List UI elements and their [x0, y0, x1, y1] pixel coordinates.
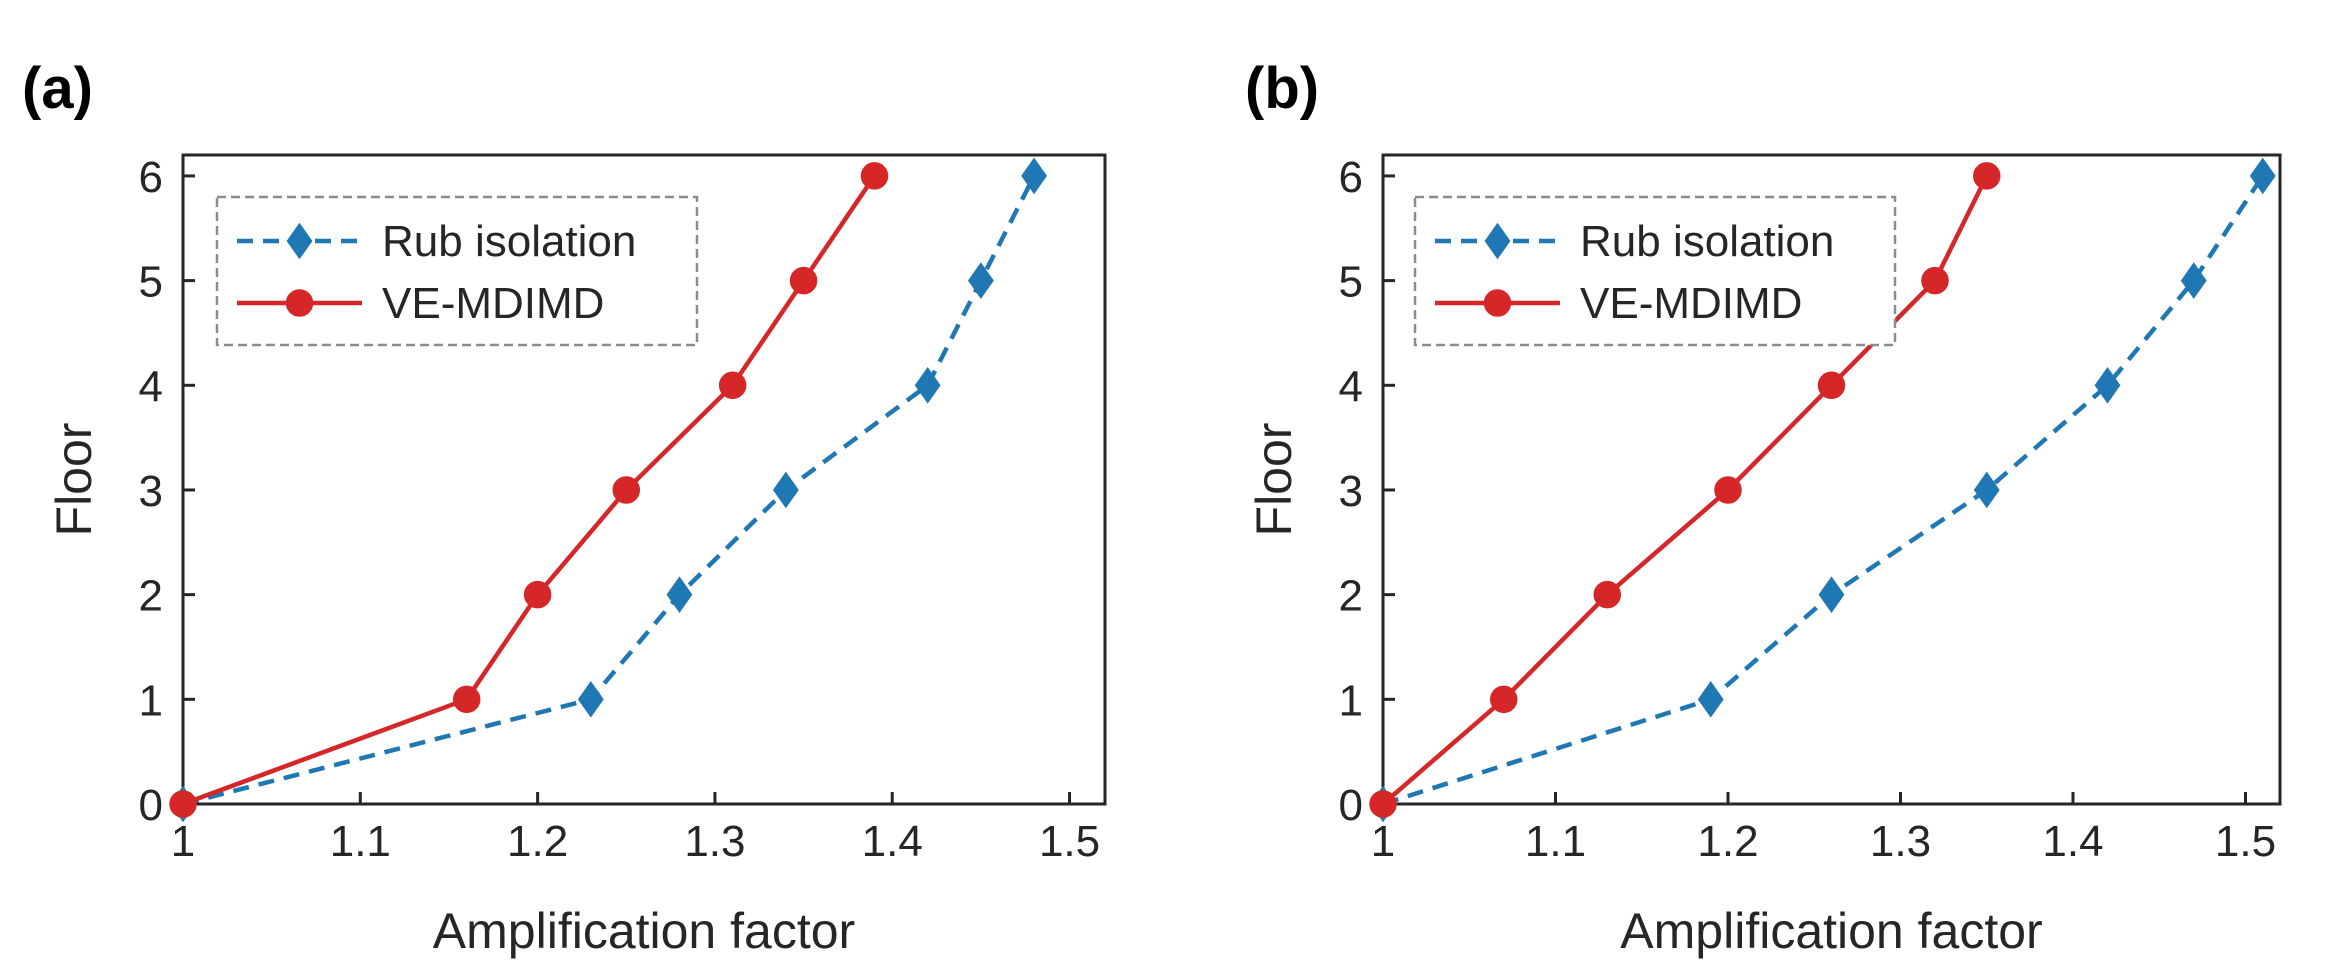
panel-b-series-2-point [1817, 371, 1846, 400]
panel-a-y-tick-label: 5 [139, 258, 163, 307]
panel-b-series-2-point [1490, 685, 1518, 714]
panel-a-series-1-point [914, 366, 941, 404]
panel-a-chart: (a)1 1.1 1.2 1.3 1.4 1.50123456Amplification … [22, 56, 1107, 959]
panel-a-series-2 [169, 162, 889, 818]
panel-a-series-2-point [612, 476, 641, 504]
panel-b-y-tick-label: 0 [1339, 781, 1363, 830]
panel-a-legend: Rub isolation VE-MDIMD [215, 195, 699, 347]
panel-a-legend-label-2: VE-MDIMD [382, 279, 604, 328]
panel-b-x-tick-label: 1.2 [1697, 817, 1758, 866]
panel-b-series-1-point [2094, 366, 2121, 404]
panel-b-legend-label-2: VE-MDIMD [1580, 279, 1802, 328]
panel-b-y-tick-label: 1 [1339, 676, 1363, 725]
panel-a-y-tick-label: 2 [139, 572, 163, 621]
panel-b-legend: Rub isolation VE-MDIMD [1413, 195, 1897, 347]
panel-a-series-1-point [1021, 157, 1047, 195]
panel-a-y-axis-label: Floor [46, 423, 102, 537]
panel-a-legend-marker-2 [285, 289, 314, 317]
panel-b-series-2-point [1714, 476, 1742, 504]
panel-b-x-tick-label: 1.1 [1525, 817, 1586, 866]
panel-b-x-tick-label: 1.4 [2042, 817, 2103, 866]
panel-b-x-tick-label: 1 [1371, 817, 1395, 866]
panel-b-series-1-point [2249, 157, 2276, 195]
panel-a-y-tick-label: 3 [139, 467, 163, 516]
panel-a-legend-box [215, 195, 699, 347]
panel-a-x-tick-label: 1.1 [330, 817, 391, 866]
panel-b-y-tick-label: 4 [1339, 362, 1363, 411]
panel-a-series-2-point [452, 685, 481, 714]
panel-b-series-2-point [1921, 266, 1949, 295]
panel-b-y-tick-label: 2 [1339, 572, 1363, 621]
panel-a-legend-label-1: Rub isolation [382, 217, 636, 266]
panel-b-x-tick-label: 1.5 [2215, 817, 2276, 866]
panel-a-label: (a) [22, 56, 93, 121]
panel-b-chart: (b)1 1.1 1.2 1.3 1.4 1.50123456Amplification … [1245, 56, 2282, 959]
panel-a-x-tick-label: 1.3 [684, 817, 745, 866]
panel-b-legend-label-1: Rub isolation [1580, 217, 1834, 266]
panel-b-legend-marker-1 [1484, 222, 1511, 260]
panel-b-y-axis-label: Floor [1246, 423, 1302, 537]
panel-b-series-2-point [1973, 162, 2001, 190]
panel-b-series-1-point [1818, 576, 1845, 613]
panel-b-series-2 [1369, 162, 2001, 818]
panel-a-axes-box [181, 153, 1107, 806]
panel-a-x-tick-label: 1 [171, 817, 195, 866]
panel-b-legend-marker-2 [1483, 289, 1512, 317]
panel-a-series-1-point [577, 681, 604, 718]
panel-b-series-1-point [1973, 471, 2000, 509]
panel-b-label: (b) [1245, 56, 1319, 121]
panel-b-series-1-point [1697, 681, 1724, 718]
panel-a-series-1-point [772, 471, 799, 509]
panel-b-series-1-point [2180, 262, 2207, 299]
panel-b-series-2-point [1369, 790, 1397, 818]
panel-a-x-tick-label: 1.4 [862, 817, 923, 866]
panel-b-series-2-point [1593, 580, 1621, 609]
panel-a-x-axis-label: Amplification factor [433, 903, 855, 959]
panel-b-series-1 [1370, 157, 2276, 823]
panel-a-x-tick-label: 1.2 [507, 817, 568, 866]
panel-a-y-tick-label: 0 [139, 781, 163, 830]
panel-b-x-tick-label: 1.3 [1870, 817, 1931, 866]
panel-a-y-tick-label: 4 [139, 362, 163, 411]
panel-a-series-2-point [789, 266, 818, 295]
panel-a-series-1-point [967, 262, 994, 299]
panel-a-series-2-point [860, 162, 889, 190]
panel-a-series-2-point [523, 580, 552, 609]
panel-b-x-axis-label: Amplification factor [1620, 903, 2042, 959]
panel-a-series-2-point [718, 371, 747, 400]
panel-a-series-2-point [169, 790, 197, 818]
panel-a-y-tick-label: 1 [139, 676, 163, 725]
panel-a-series-1 [170, 157, 1047, 823]
panel-a-y-tick-label: 6 [139, 153, 163, 202]
panel-a-x-tick-label: 1.5 [1039, 817, 1100, 866]
panel-b-axes-box [1381, 153, 2282, 806]
panel-b-y-tick-label: 6 [1339, 153, 1363, 202]
panel-b-y-tick-label: 5 [1339, 258, 1363, 307]
panel-b-legend-box [1413, 195, 1897, 347]
panel-b-y-tick-label: 3 [1339, 467, 1363, 516]
panel-a-legend-marker-1 [286, 222, 313, 260]
panel-a-series-1-point [666, 576, 693, 613]
